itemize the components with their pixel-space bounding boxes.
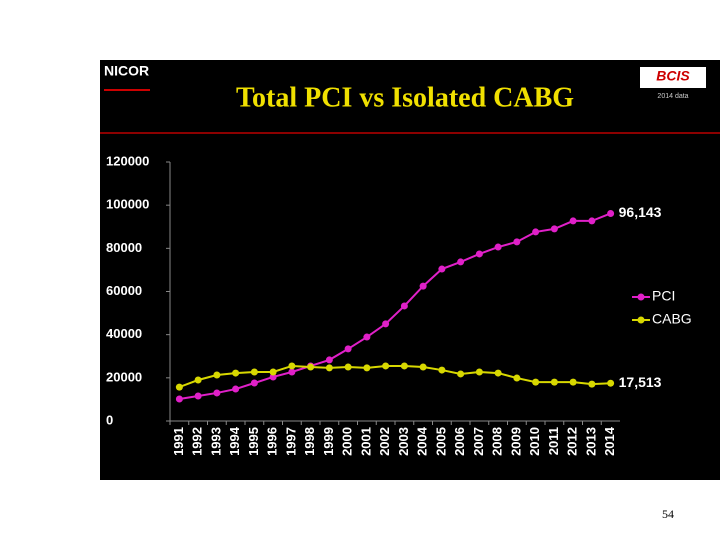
data-point	[400, 302, 408, 310]
legend-label: PCI	[652, 288, 675, 304]
data-point	[550, 225, 558, 233]
data-point	[250, 379, 258, 387]
x-tick-label: 1992	[190, 427, 205, 456]
data-point	[475, 250, 483, 258]
data-point	[213, 371, 221, 379]
data-point	[363, 333, 371, 341]
data-point	[494, 369, 502, 377]
data-point	[325, 364, 333, 372]
x-tick-label: 2003	[396, 427, 411, 456]
data-point	[382, 362, 390, 370]
data-point	[513, 374, 521, 382]
y-tick-label: 40000	[106, 326, 142, 341]
data-point	[569, 378, 577, 386]
data-point	[569, 217, 577, 225]
data-point	[457, 258, 465, 266]
y-tick-label: 0	[106, 412, 113, 427]
data-point	[325, 356, 333, 364]
data-point	[269, 373, 277, 381]
x-tick-label: 1996	[265, 427, 280, 456]
legend-marker	[637, 316, 645, 324]
x-tick-label: 1995	[246, 427, 261, 456]
page-number: 54	[662, 507, 674, 521]
data-point	[382, 320, 390, 328]
data-point	[607, 209, 615, 217]
x-tick-label: 2004	[415, 426, 430, 456]
logo-right: BCIS	[656, 68, 690, 84]
data-point	[175, 383, 183, 391]
data-point	[457, 370, 465, 378]
x-tick-label: 1999	[321, 427, 336, 456]
data-point	[175, 395, 183, 403]
x-tick-label: 2006	[452, 427, 467, 456]
x-tick-label: 2007	[471, 427, 486, 456]
x-tick-label: 1991	[171, 427, 186, 456]
x-tick-label: 2011	[546, 427, 561, 455]
logo-right-box	[640, 67, 706, 88]
data-point	[213, 389, 221, 397]
data-point	[194, 376, 202, 384]
y-tick-label: 60000	[106, 283, 142, 298]
x-tick-label: 2005	[433, 427, 448, 456]
data-point	[307, 363, 315, 371]
data-point	[438, 265, 446, 273]
data-point	[438, 366, 446, 374]
y-tick-label: 100000	[106, 197, 149, 212]
x-tick-label: 2014	[602, 426, 617, 456]
y-tick-label: 120000	[106, 153, 149, 168]
x-tick-label: 1994	[227, 426, 242, 456]
data-point	[250, 368, 258, 376]
legend-marker	[637, 293, 645, 301]
data-point	[288, 368, 296, 376]
data-point	[419, 363, 427, 371]
data-point	[288, 362, 296, 370]
data-point	[588, 380, 596, 388]
data-point	[363, 364, 371, 372]
data-point	[344, 345, 352, 353]
x-tick-label: 2013	[583, 427, 598, 456]
x-tick-label: 1998	[302, 427, 317, 456]
data-point	[494, 243, 502, 251]
data-point	[475, 368, 483, 376]
value-label: 17,513	[619, 374, 662, 390]
y-tick-label: 20000	[106, 369, 142, 384]
logo-left: NICOR	[104, 63, 149, 79]
data-point	[532, 378, 540, 386]
data-point	[588, 217, 596, 225]
x-tick-label: 2010	[527, 427, 542, 456]
data-point	[513, 238, 521, 246]
x-tick-label: 2012	[565, 427, 580, 456]
data-point	[232, 369, 240, 377]
data-point	[550, 378, 558, 386]
chart-panel	[100, 60, 720, 480]
x-tick-label: 2008	[490, 427, 505, 456]
x-tick-label: 2002	[377, 427, 392, 456]
data-point	[269, 368, 277, 376]
data-point	[400, 362, 408, 370]
x-tick-label: 1997	[283, 427, 298, 456]
x-tick-label: 2000	[340, 427, 355, 456]
x-tick-label: 2001	[358, 427, 373, 456]
value-label: 96,143	[619, 204, 662, 220]
data-point	[532, 228, 540, 236]
y-tick-label: 80000	[106, 240, 142, 255]
legend-label: CABG	[652, 311, 692, 327]
data-point	[194, 392, 202, 400]
data-point	[344, 363, 352, 371]
x-tick-label: 1993	[208, 427, 223, 456]
logo-right-note: 2014 data	[657, 93, 688, 100]
data-point	[232, 385, 240, 393]
x-tick-label: 2009	[508, 427, 523, 456]
chart-title: Total PCI vs Isolated CABG	[236, 82, 574, 113]
data-point	[607, 379, 615, 387]
data-point	[419, 282, 427, 290]
